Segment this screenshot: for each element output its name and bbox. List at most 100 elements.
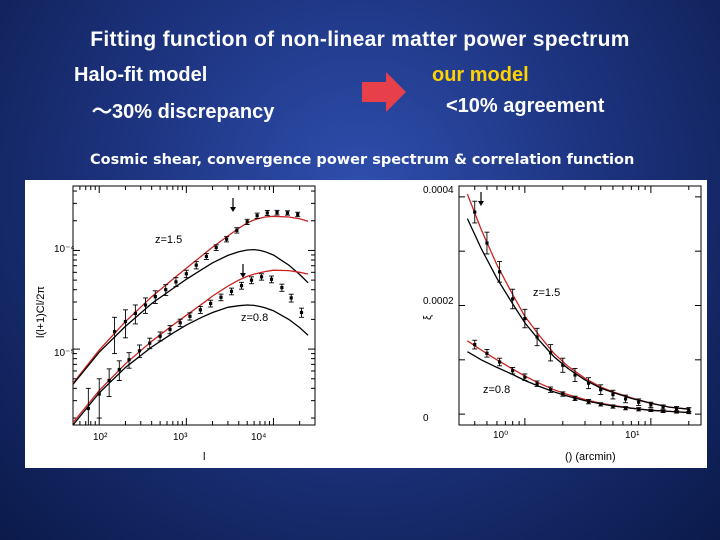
data-point-1-0 xyxy=(599,388,603,392)
figure-svg: 10⁻⁴ 10⁻⁵ 10² 10³ 10⁴ l l(l+1)Cl/2π z=1.… xyxy=(35,185,702,463)
data-point-0-1 xyxy=(209,301,213,306)
data-point-0-0 xyxy=(133,311,137,316)
data-point-0-1 xyxy=(107,378,111,383)
halofit-discrepancy-label: ～30% discrepancy xyxy=(92,101,275,123)
data-point-1-0 xyxy=(611,392,615,397)
data-point-1-0 xyxy=(497,270,502,274)
data-point-1-1 xyxy=(561,392,565,396)
data-point-1-1 xyxy=(599,402,603,406)
data-point-0-0 xyxy=(143,303,148,307)
data-point-0-1 xyxy=(229,289,234,293)
data-point-1-1 xyxy=(473,343,477,347)
data-point-1-0 xyxy=(637,400,641,404)
left-xlabel: l xyxy=(203,451,205,463)
model-curve-1-2 xyxy=(467,340,689,414)
right-xlabel: () (arcmin) xyxy=(565,451,616,463)
data-point-1-0 xyxy=(511,297,515,301)
data-point-1-1 xyxy=(611,404,615,409)
data-point-1-0 xyxy=(561,363,565,367)
data-point-1-0 xyxy=(473,210,477,214)
left-ytick-1e-4: 10⁻⁴ xyxy=(54,244,75,255)
data-point-0-1 xyxy=(219,295,223,299)
right-ylabel: ξ xyxy=(422,315,434,320)
data-point-0-1 xyxy=(249,278,254,282)
data-point-1-1 xyxy=(497,360,502,364)
data-point-1-1 xyxy=(637,407,641,411)
data-point-0-0 xyxy=(112,330,117,334)
data-point-1-1 xyxy=(535,382,539,386)
left-panel-labels: 10⁻⁴ 10⁻⁵ 10² 10³ 10⁴ l l(l+1)Cl/2π z=1.… xyxy=(35,234,268,463)
model-curve-0-3 xyxy=(72,304,309,426)
data-point-0-0 xyxy=(174,280,178,284)
data-point-1-0 xyxy=(649,403,653,407)
left-ytick-1e-5: 10⁻⁵ xyxy=(54,348,75,359)
data-point-1-1 xyxy=(586,400,591,404)
left-xtick-100: 10² xyxy=(93,432,108,443)
data-point-0-1 xyxy=(97,392,101,396)
data-point-0-1 xyxy=(117,367,121,372)
our-model-label: our model xyxy=(432,64,529,86)
right-annotation-z08: z=0.8 xyxy=(483,384,510,396)
data-point-0-1 xyxy=(158,334,162,338)
data-point-1-0 xyxy=(573,373,577,377)
data-point-0-0 xyxy=(214,245,218,250)
data-point-1-1 xyxy=(485,351,489,355)
left-xtick-1000: 10³ xyxy=(173,432,188,443)
data-point-1-0 xyxy=(523,316,527,321)
data-point-0-0 xyxy=(275,210,279,215)
data-point-0-1 xyxy=(178,321,182,325)
data-point-1-0 xyxy=(548,351,553,355)
data-point-0-0 xyxy=(204,254,209,259)
data-point-0-1 xyxy=(299,310,304,315)
halofit-model-label: Halo-fit model xyxy=(74,64,208,86)
plot-frame-0 xyxy=(72,185,316,426)
data-point-1-0 xyxy=(687,408,691,412)
data-point-1-1 xyxy=(548,388,553,392)
data-point-1-1 xyxy=(649,408,653,412)
left-annotation-z15: z=1.5 xyxy=(155,234,182,246)
model-curve-0-2 xyxy=(72,269,309,424)
data-point-0-0 xyxy=(296,212,300,216)
scale-arrow-head-2 xyxy=(478,201,484,206)
data-point-0-1 xyxy=(188,314,192,318)
data-point-0-0 xyxy=(225,237,229,241)
data-point-0-1 xyxy=(269,277,274,281)
data-point-1-1 xyxy=(623,406,628,410)
data-point-0-0 xyxy=(285,211,290,215)
model-curve-1-0 xyxy=(466,193,689,410)
data-point-0-0 xyxy=(235,228,239,232)
data-point-1-1 xyxy=(573,396,577,400)
right-panel-labels: 0.0004 0.0002 0 10⁰ 10¹ () (arcmin) ξ z=… xyxy=(422,185,640,463)
data-point-1-0 xyxy=(485,241,489,245)
data-point-1-1 xyxy=(687,410,691,415)
data-point-0-1 xyxy=(289,296,293,300)
data-point-1-0 xyxy=(661,405,665,409)
right-ytick-0.0002: 0.0002 xyxy=(423,296,454,307)
slide-title: Fitting function of non-linear matter po… xyxy=(90,28,630,51)
data-point-1-0 xyxy=(535,335,539,339)
model-curve-0-0 xyxy=(72,215,309,384)
data-point-1-1 xyxy=(511,369,515,373)
data-point-1-0 xyxy=(586,381,591,385)
right-ytick-0.0004: 0.0004 xyxy=(423,185,454,196)
right-arrow-icon xyxy=(362,72,406,112)
data-point-0-0 xyxy=(245,220,249,224)
left-annotation-z08: z=0.8 xyxy=(241,312,268,324)
data-point-0-1 xyxy=(259,275,264,279)
left-ylabel: l(l+1)Cl/2π xyxy=(35,286,47,338)
data-point-0-0 xyxy=(184,272,188,276)
right-ytick-0: 0 xyxy=(423,413,429,424)
model-curve-0-1 xyxy=(72,248,309,385)
data-point-1-1 xyxy=(523,375,527,379)
data-point-1-1 xyxy=(674,410,679,414)
right-xtick-10: 10¹ xyxy=(625,430,640,441)
right-annotation-z15: z=1.5 xyxy=(533,287,560,299)
right-xtick-1: 10⁰ xyxy=(493,430,508,441)
left-xtick-10000: 10⁴ xyxy=(251,432,266,443)
data-point-0-1 xyxy=(86,406,90,411)
data-point-1-0 xyxy=(674,407,679,411)
data-point-0-0 xyxy=(255,214,259,218)
data-point-0-1 xyxy=(168,327,172,332)
data-point-1-1 xyxy=(661,409,665,414)
data-point-0-0 xyxy=(164,288,168,292)
